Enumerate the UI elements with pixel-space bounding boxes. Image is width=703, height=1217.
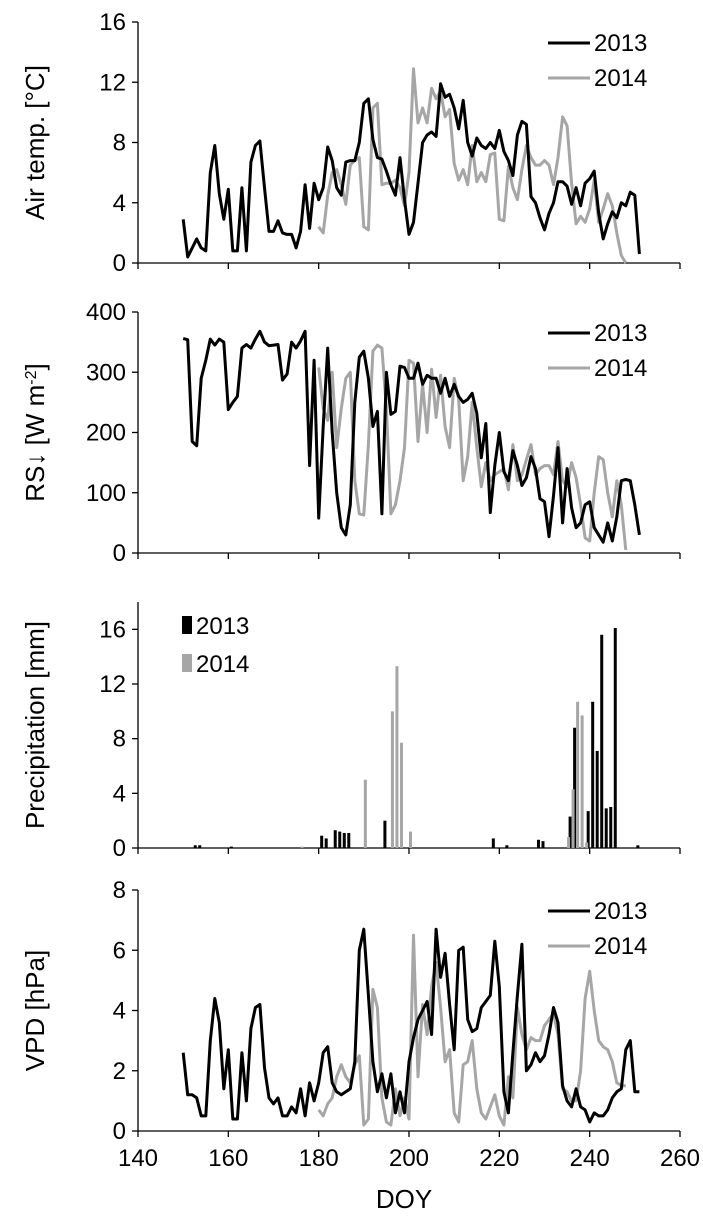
bar bbox=[320, 835, 324, 848]
bar bbox=[613, 627, 617, 848]
y-tick-label: 2 bbox=[113, 1058, 126, 1085]
bar bbox=[536, 839, 540, 848]
legend-label: 2013 bbox=[196, 613, 249, 640]
bar bbox=[491, 838, 495, 848]
y-tick-label: 8 bbox=[113, 130, 126, 157]
legend: 2013 2014 bbox=[548, 320, 647, 382]
bar bbox=[571, 789, 575, 848]
legend-label: 2014 bbox=[196, 651, 249, 678]
bar bbox=[568, 816, 572, 848]
y-tick-label: 16 bbox=[99, 9, 126, 36]
y-tick-label: 8 bbox=[113, 877, 126, 904]
bar bbox=[636, 845, 640, 848]
x-tick-label: 140 bbox=[118, 1145, 158, 1172]
bar bbox=[541, 841, 545, 848]
y-axis-title: Precipitation [mm] bbox=[20, 621, 50, 829]
legend-label: 2013 bbox=[594, 320, 647, 347]
bar bbox=[505, 845, 509, 848]
bar bbox=[198, 845, 202, 848]
series-line-2013 bbox=[182, 329, 641, 544]
y-tick-label: 300 bbox=[86, 359, 126, 386]
legend: 2013 2014 bbox=[548, 30, 647, 92]
y-axis-title: Air temp. [°C] bbox=[20, 65, 50, 220]
bar bbox=[229, 846, 233, 848]
y-tick-label: 100 bbox=[86, 480, 126, 507]
panel-3: 0 4 8 12 16 Precipitation [mm] 2013 2014 bbox=[20, 602, 681, 862]
y-tick-label: 12 bbox=[99, 69, 126, 96]
y-tick-label: 0 bbox=[113, 540, 126, 567]
y-axis-title-end: ] bbox=[20, 363, 50, 370]
x-tick-label: 180 bbox=[299, 1145, 339, 1172]
legend: 2013 2014 bbox=[548, 898, 647, 960]
bar bbox=[591, 701, 595, 848]
x-axis-title: DOY bbox=[376, 1184, 432, 1214]
bar bbox=[347, 832, 351, 848]
legend-swatch bbox=[182, 616, 192, 634]
y-tick-label: 4 bbox=[113, 998, 126, 1025]
bar bbox=[333, 830, 337, 848]
x-tick-label: 160 bbox=[208, 1145, 248, 1172]
bar bbox=[576, 701, 580, 848]
y-tick-label: 0 bbox=[113, 1118, 126, 1145]
bar bbox=[383, 820, 387, 848]
bar bbox=[573, 727, 577, 848]
bar bbox=[338, 831, 342, 848]
legend: 2013 2014 bbox=[182, 613, 249, 678]
legend-label: 2014 bbox=[594, 933, 647, 960]
panel-1: 0 4 8 12 16 Air temp. [°C] 2013 2014 bbox=[20, 9, 681, 277]
y-tick-label: 6 bbox=[113, 937, 126, 964]
x-tick-label: 260 bbox=[660, 1145, 700, 1172]
bar bbox=[604, 808, 608, 848]
bar bbox=[409, 831, 412, 848]
legend-label: 2013 bbox=[594, 30, 647, 57]
legend-swatch bbox=[182, 654, 192, 672]
x-tick-label: 240 bbox=[570, 1145, 610, 1172]
bar bbox=[586, 811, 590, 848]
bar bbox=[342, 832, 346, 848]
y-axis-title: RS↓ [W m-2] bbox=[20, 363, 50, 501]
x-tick-label: 200 bbox=[389, 1145, 429, 1172]
panel-2: 0 100 200 300 400 RS↓ [W m-2] 2013 2014 bbox=[20, 299, 681, 567]
bar bbox=[580, 715, 584, 848]
y-tick-label: 8 bbox=[113, 726, 126, 753]
bar bbox=[567, 837, 571, 848]
series-line-2013 bbox=[181, 927, 640, 1124]
y-axis-title: VPD [hPa] bbox=[20, 950, 50, 1071]
y-tick-label: 200 bbox=[86, 420, 126, 447]
bar bbox=[399, 742, 403, 848]
bar bbox=[193, 845, 197, 848]
bar-series-2014 bbox=[300, 666, 589, 848]
bar bbox=[324, 838, 328, 848]
series-line-2014 bbox=[317, 343, 628, 551]
y-tick-label: 0 bbox=[113, 835, 126, 862]
bar bbox=[595, 750, 599, 848]
legend-label: 2013 bbox=[594, 898, 647, 925]
bar bbox=[600, 634, 604, 848]
bar bbox=[363, 779, 367, 848]
y-axis-title-superscript: -2 bbox=[23, 370, 40, 384]
y-tick-label: 0 bbox=[113, 250, 126, 277]
bar-series-2013 bbox=[193, 627, 640, 848]
y-tick-label: 12 bbox=[99, 671, 126, 698]
legend-label: 2014 bbox=[594, 355, 647, 382]
bar bbox=[300, 846, 304, 848]
series-line-2014 bbox=[317, 67, 628, 264]
y-tick-label: 4 bbox=[113, 780, 126, 807]
bar bbox=[609, 807, 613, 848]
series-line-2013 bbox=[181, 82, 641, 259]
y-tick-label: 4 bbox=[113, 190, 126, 217]
bar bbox=[585, 842, 589, 848]
x-tick-label: 220 bbox=[479, 1145, 519, 1172]
y-tick-label: 400 bbox=[86, 299, 126, 326]
y-tick-label: 16 bbox=[99, 616, 126, 643]
legend-label: 2014 bbox=[594, 65, 647, 92]
bar bbox=[390, 711, 394, 848]
bar bbox=[395, 666, 399, 848]
